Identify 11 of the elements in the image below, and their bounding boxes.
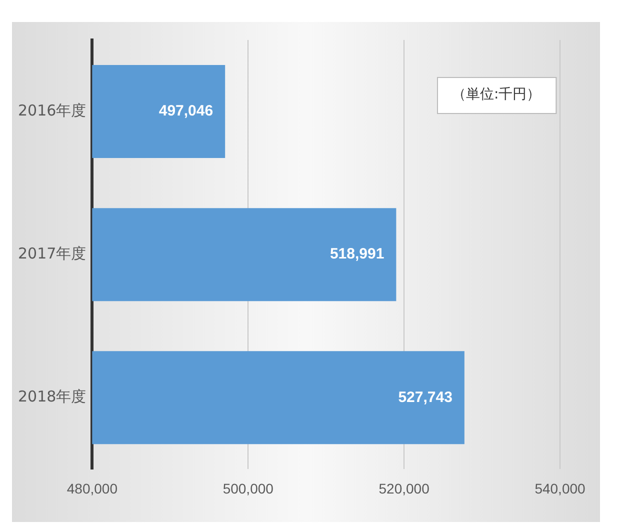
x-tick-label: 480,000 xyxy=(66,480,118,496)
y-tick-label: 2016年度 xyxy=(18,101,86,120)
x-tick-label: 520,000 xyxy=(378,480,430,496)
annotation: （単位:千円） xyxy=(452,86,541,103)
data-label: 527,743 xyxy=(398,388,452,406)
x-tick-label: 500,000 xyxy=(222,480,274,496)
y-tick-label: 2018年度 xyxy=(18,388,86,406)
x-tick-label: 540,000 xyxy=(534,480,586,496)
data-label: 497,046 xyxy=(158,102,214,120)
y-tick-label: 2017年度 xyxy=(18,244,86,262)
data-label: 518,991 xyxy=(330,246,384,263)
